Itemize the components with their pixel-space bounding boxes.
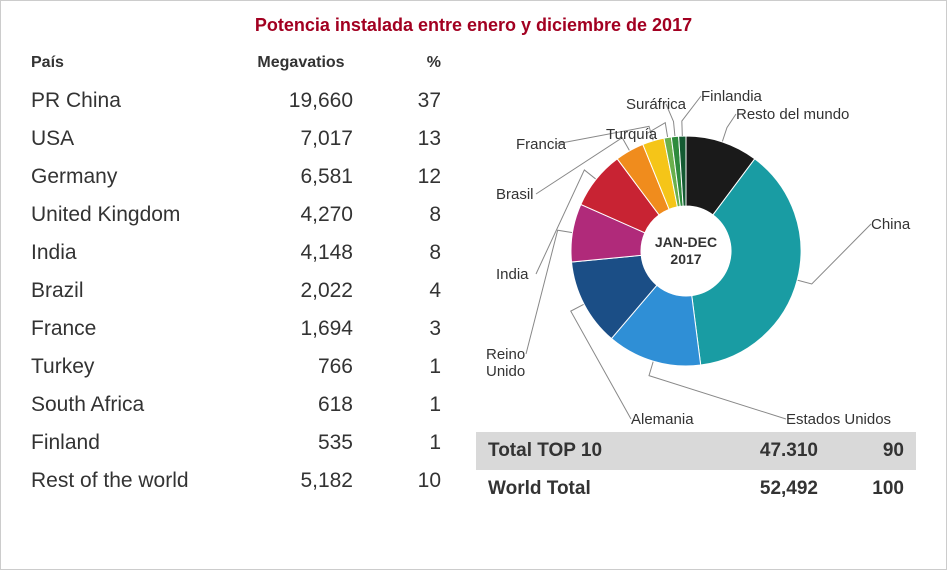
table-row: Finland5351 (31, 424, 466, 462)
chart-panel: JAN-DEC2017 Resto del mundoChinaEstados … (466, 36, 916, 508)
cell-mw: 5,182 (231, 469, 371, 493)
total-top10-pct: 90 (818, 440, 904, 462)
total-top10-label: Total TOP 10 (488, 440, 668, 462)
header-pct: % (371, 54, 441, 72)
donut-chart: JAN-DEC2017 Resto del mundoChinaEstados … (476, 66, 916, 426)
cell-country: USA (31, 127, 231, 151)
total-world-pct: 100 (818, 478, 904, 500)
cell-pct: 8 (371, 203, 441, 227)
table-row: South Africa6181 (31, 386, 466, 424)
slice-label: Suráfrica (626, 96, 686, 113)
cell-country: Rest of the world (31, 469, 231, 493)
total-world-mw: 52,492 (668, 478, 818, 500)
cell-mw: 766 (231, 355, 371, 379)
table-row: USA7,01713 (31, 120, 466, 158)
cell-mw: 535 (231, 431, 371, 455)
cell-country: Brazil (31, 279, 231, 303)
cell-pct: 1 (371, 393, 441, 417)
table-row: Brazil2,0224 (31, 272, 466, 310)
cell-pct: 10 (371, 469, 441, 493)
cell-country: PR China (31, 89, 231, 113)
totals-table: Total TOP 10 47.310 90 World Total 52,49… (476, 432, 916, 508)
cell-pct: 1 (371, 431, 441, 455)
slice-label: China (871, 216, 910, 233)
cell-pct: 13 (371, 127, 441, 151)
table-row: France1,6943 (31, 310, 466, 348)
cell-pct: 3 (371, 317, 441, 341)
leader-line (797, 224, 871, 284)
cell-country: France (31, 317, 231, 341)
content-area: País Megavatios % PR China19,66037USA7,0… (1, 36, 946, 508)
page-title: Potencia instalada entre enero y diciemb… (1, 15, 946, 36)
cell-mw: 19,660 (231, 89, 371, 113)
cell-pct: 12 (371, 165, 441, 189)
slice-label: Alemania (631, 411, 694, 428)
slice-label: Turquía (606, 126, 657, 143)
table-row: United Kingdom4,2708 (31, 196, 466, 234)
cell-country: United Kingdom (31, 203, 231, 227)
cell-mw: 4,148 (231, 241, 371, 265)
header-country: País (31, 54, 231, 72)
table-row: Germany6,58112 (31, 158, 466, 196)
cell-mw: 618 (231, 393, 371, 417)
total-world-row: World Total 52,492 100 (476, 470, 916, 508)
cell-pct: 8 (371, 241, 441, 265)
slice-label: Resto del mundo (736, 106, 849, 123)
leader-line (526, 230, 572, 354)
table-row: Rest of the world5,18210 (31, 462, 466, 500)
header-mw: Megavatios (231, 54, 371, 72)
cell-pct: 4 (371, 279, 441, 303)
cell-mw: 2,022 (231, 279, 371, 303)
cell-pct: 1 (371, 355, 441, 379)
table-body: PR China19,66037USA7,01713Germany6,58112… (31, 82, 466, 500)
data-table: País Megavatios % PR China19,66037USA7,0… (31, 36, 466, 508)
cell-mw: 1,694 (231, 317, 371, 341)
slice-label: India (496, 266, 529, 283)
table-row: Turkey7661 (31, 348, 466, 386)
cell-country: India (31, 241, 231, 265)
cell-country: South Africa (31, 393, 231, 417)
table-header: País Megavatios % (31, 46, 466, 82)
slice-label: Francia (516, 136, 566, 153)
slice-label: Estados Unidos (786, 411, 891, 428)
total-top10-row: Total TOP 10 47.310 90 (476, 432, 916, 470)
table-row: India4,1488 (31, 234, 466, 272)
cell-country: Finland (31, 431, 231, 455)
cell-country: Turkey (31, 355, 231, 379)
total-world-label: World Total (488, 478, 668, 500)
cell-country: Germany (31, 165, 231, 189)
slice-label: Brasil (496, 186, 534, 203)
cell-pct: 37 (371, 89, 441, 113)
slice-label: Finlandia (701, 88, 762, 105)
table-row: PR China19,66037 (31, 82, 466, 120)
cell-mw: 4,270 (231, 203, 371, 227)
total-top10-mw: 47.310 (668, 440, 818, 462)
slice-label: ReinoUnido (486, 346, 525, 380)
cell-mw: 7,017 (231, 127, 371, 151)
cell-mw: 6,581 (231, 165, 371, 189)
